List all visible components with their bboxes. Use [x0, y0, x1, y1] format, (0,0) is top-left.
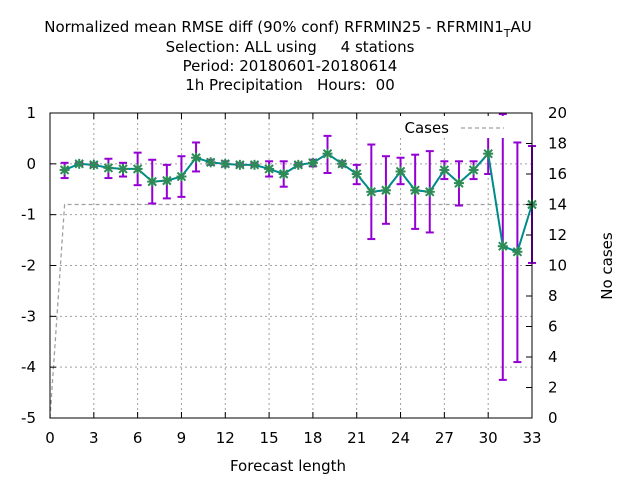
y2-tick-label: 20 [548, 104, 567, 122]
data-point [88, 159, 99, 170]
data-point [439, 164, 450, 175]
chart-title-main: Normalized mean RMSE diff (90% conf) RFR… [44, 18, 504, 36]
data-point [380, 185, 391, 196]
x-axis-label: Forecast length [230, 457, 346, 475]
data-point [293, 159, 304, 170]
y2-tick-label: 4 [548, 348, 558, 366]
x-tick-label: 9 [177, 429, 187, 447]
data-point [118, 163, 129, 174]
chart-title-line-4: 1h Precipitation Hours: 00 [185, 76, 395, 94]
data-point [278, 169, 289, 179]
y-tick-label: -3 [21, 307, 36, 325]
y2-axis-label: No cases [598, 232, 616, 300]
data-point [234, 159, 245, 170]
data-point [264, 163, 275, 174]
data-point [307, 157, 318, 168]
x-tick-label: 3 [89, 429, 99, 447]
chart-title-line-1: Normalized mean RMSE diff (90% conf) RFR… [44, 18, 532, 40]
data-point [220, 158, 231, 169]
data-point [410, 185, 421, 196]
data-point [337, 158, 348, 169]
chart-title-line-3: Period: 20180601-20180614 [183, 57, 398, 75]
data-point [161, 175, 172, 186]
chart-title-subscript: T [503, 27, 511, 40]
y2-tick-label: 18 [548, 135, 567, 153]
x-tick-label: 15 [260, 429, 279, 447]
chart-title-suffix: AU [511, 18, 532, 36]
data-point [468, 164, 479, 175]
data-point [132, 163, 143, 174]
cases-layer [49, 203, 532, 419]
x-tick-label: 18 [303, 429, 322, 447]
data-point [205, 157, 216, 168]
rmse-markers-layer [59, 148, 537, 257]
y2-tick-label: 10 [548, 257, 567, 275]
legend-label-cases: Cases [404, 119, 449, 137]
y-tick-label: -1 [21, 206, 36, 224]
y2-tick-label: 0 [548, 409, 558, 427]
data-point [366, 186, 377, 197]
cases-line [49, 203, 532, 419]
x-tick-label: 6 [133, 429, 143, 447]
data-point [322, 148, 333, 159]
y2-tick-label: 16 [548, 165, 567, 183]
chart-title-line-2: Selection: ALL using 4 stations [166, 38, 415, 56]
data-point [512, 246, 523, 257]
y-tick-label: -2 [21, 257, 36, 275]
x-tick-label: 0 [45, 429, 55, 447]
data-point [483, 148, 494, 159]
data-point [453, 178, 464, 189]
tick-labels-layer: 0 3 6 9 12 15 18 21 24 27 30 3310-1-2-3-4-520181614… [21, 104, 567, 447]
legend-background [392, 116, 524, 138]
axes-layer [49, 112, 533, 419]
data-point [351, 169, 362, 179]
y2-tick-label: 14 [548, 196, 567, 214]
data-point [147, 176, 158, 187]
y2-tick-label: 6 [548, 318, 558, 336]
data-point [191, 152, 202, 163]
data-point [395, 166, 406, 177]
data-point [176, 171, 187, 182]
x-tick-label: 30 [479, 429, 498, 447]
x-tick-label: 24 [391, 429, 410, 447]
grid-layer [50, 113, 532, 418]
data-point [74, 158, 85, 169]
data-point [103, 162, 114, 173]
y2-tick-label: 12 [548, 226, 567, 244]
data-point [424, 186, 435, 197]
x-tick-label: 21 [347, 429, 366, 447]
x-tick-label: 33 [522, 429, 541, 447]
y-tick-label: 1 [26, 104, 36, 122]
x-tick-label: 12 [216, 429, 235, 447]
error-bars-layer [60, 113, 536, 381]
y2-tick-label: 8 [548, 287, 558, 305]
data-point [497, 241, 508, 252]
x-tick-label: 27 [435, 429, 454, 447]
y-tick-label: 0 [26, 155, 36, 173]
plot-frame [49, 112, 533, 419]
data-point [59, 164, 70, 175]
y-tick-label: -4 [21, 358, 36, 376]
y-tick-label: -5 [21, 409, 36, 427]
y2-tick-label: 2 [548, 379, 558, 397]
data-point [249, 159, 260, 170]
